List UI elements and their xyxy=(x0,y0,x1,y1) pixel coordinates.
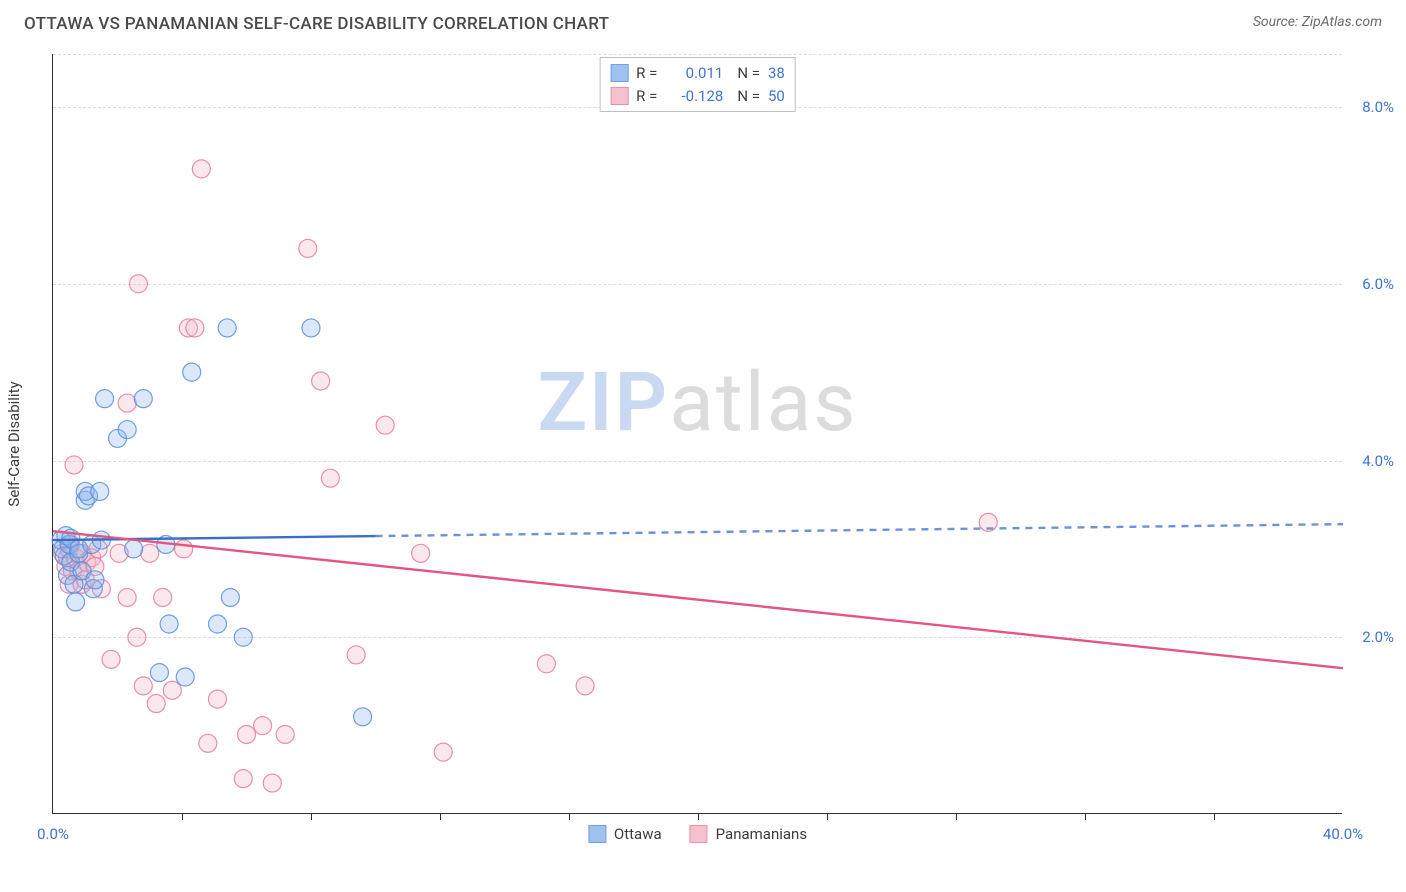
swatch-panamanians xyxy=(610,87,628,105)
data-point xyxy=(576,677,594,695)
y-tick-label: 8.0% xyxy=(1350,98,1394,116)
n-label: N = xyxy=(737,62,760,85)
legend-label-ottawa: Ottawa xyxy=(614,825,662,843)
data-point xyxy=(67,593,85,611)
data-point xyxy=(183,363,201,381)
data-point xyxy=(234,628,252,646)
data-point xyxy=(65,456,83,474)
data-point xyxy=(128,628,146,646)
data-point xyxy=(208,690,226,708)
plot-area: ZIPatlas R = 0.011 N = 38 R = -0.128 N =… xyxy=(52,54,1342,814)
data-point xyxy=(176,668,194,686)
data-point xyxy=(254,717,272,735)
data-point xyxy=(312,372,330,390)
r-value-panamanians: -0.128 xyxy=(665,85,723,108)
y-tick-label: 6.0% xyxy=(1350,275,1394,293)
n-label: N = xyxy=(737,85,760,108)
data-point xyxy=(186,319,204,337)
data-point xyxy=(118,588,136,606)
n-value-ottawa: 38 xyxy=(768,62,785,85)
data-point xyxy=(234,770,252,788)
data-point xyxy=(175,540,193,558)
legend-label-panamanians: Panamanians xyxy=(716,825,807,843)
x-tick xyxy=(569,813,570,820)
chart-svg xyxy=(53,54,1343,814)
data-point xyxy=(134,677,152,695)
regression-line xyxy=(53,531,1343,668)
data-point xyxy=(354,708,372,726)
data-point xyxy=(238,725,256,743)
r-label: R = xyxy=(636,62,657,85)
data-point xyxy=(347,646,365,664)
n-value-panamanians: 50 xyxy=(768,85,785,108)
plot-container: Self-Care Disability ZIPatlas R = 0.011 … xyxy=(52,54,1382,834)
data-point xyxy=(141,544,159,562)
x-tick xyxy=(182,813,183,820)
x-tick-label: 40.0% xyxy=(1323,825,1363,843)
regression-line xyxy=(376,524,1344,536)
x-tick xyxy=(698,813,699,820)
data-point xyxy=(434,743,452,761)
data-point xyxy=(86,571,104,589)
data-point xyxy=(192,160,210,178)
legend-item-ottawa: Ottawa xyxy=(588,825,662,843)
correlation-row-ottawa: R = 0.011 N = 38 xyxy=(610,62,785,85)
data-point xyxy=(154,588,172,606)
data-point xyxy=(299,239,317,257)
y-axis-label: Self-Care Disability xyxy=(5,381,23,506)
x-tick xyxy=(956,813,957,820)
data-point xyxy=(125,540,143,558)
data-point xyxy=(276,725,294,743)
y-tick-label: 4.0% xyxy=(1350,452,1394,470)
data-point xyxy=(321,469,339,487)
data-point xyxy=(376,416,394,434)
data-point xyxy=(134,390,152,408)
x-tick xyxy=(311,813,312,820)
data-point xyxy=(129,275,147,293)
data-point xyxy=(208,615,226,633)
series-legend: Ottawa Panamanians xyxy=(588,825,807,843)
data-point xyxy=(263,774,281,792)
data-point xyxy=(218,319,236,337)
data-point xyxy=(150,664,168,682)
data-point xyxy=(96,390,114,408)
data-point xyxy=(118,394,136,412)
correlation-legend: R = 0.011 N = 38 R = -0.128 N = 50 xyxy=(599,57,796,112)
x-tick-label: 0.0% xyxy=(37,825,69,843)
x-tick xyxy=(1085,813,1086,820)
data-point xyxy=(412,544,430,562)
r-label: R = xyxy=(636,85,657,108)
chart-title: OTTAWA VS PANAMANIAN SELF-CARE DISABILIT… xyxy=(24,14,609,34)
data-point xyxy=(302,319,320,337)
data-point xyxy=(118,421,136,439)
swatch-ottawa xyxy=(588,825,606,843)
x-tick xyxy=(440,813,441,820)
data-point xyxy=(537,655,555,673)
legend-item-panamanians: Panamanians xyxy=(690,825,807,843)
data-point xyxy=(102,650,120,668)
y-tick-label: 2.0% xyxy=(1350,628,1394,646)
chart-header: OTTAWA VS PANAMANIAN SELF-CARE DISABILIT… xyxy=(0,0,1406,34)
data-point xyxy=(160,615,178,633)
correlation-row-panamanians: R = -0.128 N = 50 xyxy=(610,85,785,108)
r-value-ottawa: 0.011 xyxy=(665,62,723,85)
source-label: Source: ZipAtlas.com xyxy=(1253,14,1382,30)
data-point xyxy=(147,695,165,713)
swatch-panamanians xyxy=(690,825,708,843)
x-tick xyxy=(1214,813,1215,820)
data-point xyxy=(91,482,109,500)
data-point xyxy=(221,588,239,606)
x-tick xyxy=(827,813,828,820)
swatch-ottawa xyxy=(610,64,628,82)
data-point xyxy=(199,734,217,752)
